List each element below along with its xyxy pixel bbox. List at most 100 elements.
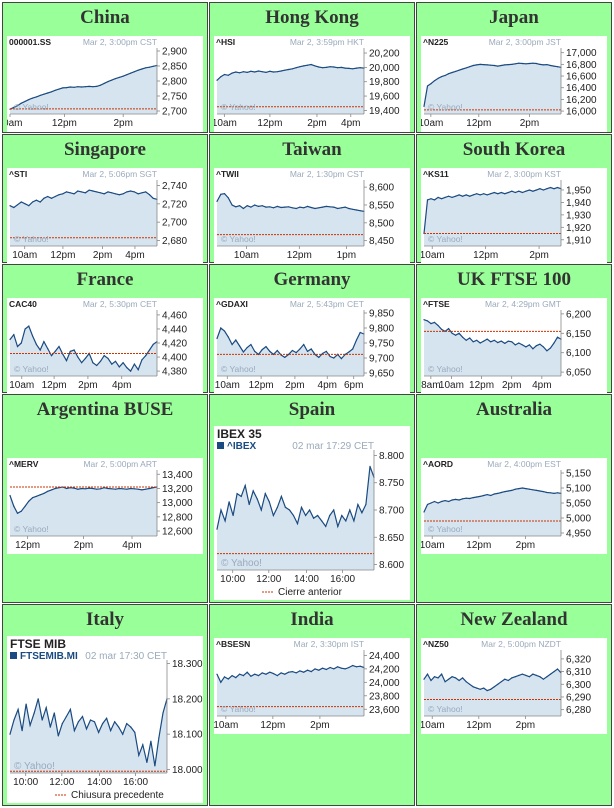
chart-panel[interactable]: CAC40 Mar 2, 5:30pm CET 4,380 4,400 4,420 4,4…: [7, 298, 203, 394]
market-cell: UK FTSE 100 ^FTSE Mar 2, 4:29pm GMT 6,050 6,…: [416, 264, 612, 394]
x-tick-label: 2pm: [520, 118, 539, 129]
chart-panel[interactable]: ^N225 Mar 2, 3:00pm JST 16,000 16,200 16,400…: [418, 36, 607, 132]
y-tick-label: 24,000: [369, 678, 400, 689]
y-tick-label: 19,800: [369, 77, 400, 88]
chart-symbol: ^STI: [9, 169, 27, 179]
index-chart: ^AORD Mar 2, 4:00pm EST 4,950 5,000 5,050 5,1…: [420, 459, 592, 551]
price-area: [424, 63, 561, 114]
chart-panel[interactable]: 000001.SS Mar 2, 3:00pm CST 2,700 2,750 2,80…: [0, 36, 203, 132]
index-chart: ^HSI Mar 2, 3:59pm HKT 19,400 19,600 19,800 2…: [212, 37, 400, 129]
market-title: Spain: [288, 399, 336, 420]
y-tick-label: 9,850: [369, 309, 394, 320]
y-tick-label: 23,600: [369, 705, 400, 716]
x-tick-label: 4pm: [341, 118, 360, 129]
market-title: Argentina BUSE: [36, 399, 174, 420]
x-tick-label: 2pm: [529, 250, 548, 261]
chart-panel[interactable]: ^MERV Mar 2, 5:00pm ART 12,600 12,800 13,000…: [7, 458, 203, 554]
chart-panel[interactable]: ^GDAXI Mar 2, 5:43pm CET 9,650 9,700 9,750 9,…: [214, 298, 410, 394]
market-cell: Singapore ^STI Mar 2, 5:06pm SGT 2,680 2,700…: [2, 134, 208, 264]
index-chart: ^FTSE Mar 2, 4:29pm GMT 6,050 6,100 6,150 6,2…: [421, 299, 591, 391]
chart-symbol: ^NZ50: [423, 639, 449, 649]
chart-panel[interactable]: ^FTSE Mar 2, 4:29pm GMT 6,050 6,100 6,150 6,2…: [421, 298, 607, 394]
market-cell: New Zealand ^NZ50 Mar 2, 5:00pm NZDT 6,280 6…: [416, 604, 612, 806]
market-title: Australia: [476, 399, 552, 420]
price-line: [423, 319, 562, 352]
price-area: [217, 466, 374, 570]
x-tick-label: 12pm: [466, 118, 491, 129]
market-title: Singapore: [63, 139, 146, 160]
x-tick-label: 2pm: [78, 380, 97, 391]
x-tick-label: 16:00: [123, 777, 148, 788]
price-line: [423, 487, 562, 513]
x-tick-label: 1pm: [337, 250, 356, 261]
market-title: Italy: [86, 609, 124, 630]
chart-timestamp: 02 mar 17:29 CET: [292, 441, 374, 452]
chart-symbol: ^GDAXI: [216, 299, 248, 309]
x-tick-label: 10am: [9, 380, 34, 391]
x-tick-label: 12pm: [15, 540, 40, 551]
chart-timestamp: Mar 2, 5:00pm NZDT: [481, 639, 561, 649]
y-tick-label: 2,850: [162, 62, 187, 73]
chart-symbol: ^FTSE: [423, 299, 450, 309]
chart-panel[interactable]: ^BSESN Mar 2, 3:30pm IST 23,600 23,800 24,00…: [213, 638, 410, 734]
market-cell: Spain IBEX 35 ^IBEX 02 mar 17:29 CET 8.600 8.…: [209, 394, 415, 603]
y-tick-label: 5,050: [566, 499, 591, 510]
y-tick-label: 6,300: [566, 680, 591, 691]
x-tick-label: 10am: [421, 118, 443, 129]
index-chart: ^BSESN Mar 2, 3:30pm IST 23,600 23,800 24,00…: [213, 639, 400, 731]
chart-panel[interactable]: IBEX 35 ^IBEX 02 mar 17:29 CET 8.600 8.650 8.…: [214, 426, 410, 600]
y-tick-label: 12,600: [162, 527, 193, 538]
market-cell: Hong Kong ^HSI Mar 2, 3:59pm HKT 19,400 19,6…: [209, 2, 415, 133]
y-tick-label: 6,100: [566, 348, 591, 359]
x-tick-label: 14:00: [87, 777, 112, 788]
market-title: UK FTSE 100: [456, 269, 572, 290]
chart-timestamp: Mar 2, 3:30pm IST: [294, 639, 364, 649]
y-tick-label: 8,600: [369, 183, 394, 194]
chart-series-label: ^IBEX: [227, 441, 257, 452]
y-tick-label: 8.650: [379, 533, 404, 544]
yahoo-credit: © Yahoo!: [428, 364, 463, 374]
market-cell: Germany ^GDAXI Mar 2, 5:43pm CET 9,650 9,700…: [209, 264, 415, 394]
price-line: [216, 327, 365, 360]
y-tick-label: 9,650: [369, 369, 394, 380]
market-title: Japan: [489, 7, 539, 28]
y-tick-label: 1,940: [566, 198, 591, 209]
chart-panel[interactable]: ^NZ50 Mar 2, 5:00pm NZDT 6,280 6,290 6,300 6,…: [420, 638, 607, 734]
y-tick-label: 2,740: [162, 181, 187, 192]
chart-timestamp: Mar 2, 5:30pm CET: [83, 299, 157, 309]
chart-panel[interactable]: ^AORD Mar 2, 4:00pm EST 4,950 5,000 5,050 5,1…: [420, 458, 607, 554]
x-tick-label: 12pm: [469, 380, 494, 391]
yahoo-credit: © Yahoo!: [14, 524, 49, 534]
chart-panel[interactable]: ^TWII Mar 2, 1:30pm CST 8,450 8,500 8,550 8,6…: [214, 168, 410, 264]
chart-symbol: ^MERV: [9, 459, 39, 469]
market-title: Hong Kong: [265, 7, 359, 28]
price-area: [217, 665, 364, 716]
chart-panel[interactable]: ^HSI Mar 2, 3:59pm HKT 19,400 19,600 19,800 2…: [212, 36, 410, 132]
y-tick-label: 6,150: [566, 329, 591, 340]
chart-panel[interactable]: ^KS11 Mar 2, 3:00pm KST 1,910 1,920 1,930 1,9…: [420, 168, 607, 264]
y-tick-label: 13,200: [162, 484, 193, 495]
y-tick-label: 13,000: [162, 498, 193, 509]
x-tick-label: 10am: [421, 540, 445, 551]
y-tick-label: 18.300: [172, 659, 203, 670]
x-tick-label: 6pm: [344, 380, 363, 391]
x-tick-label: 8am: [421, 380, 440, 391]
market-cell: South Korea ^KS11 Mar 2, 3:00pm KST 1,910 1,…: [416, 134, 612, 264]
x-tick-label: 10am: [214, 720, 238, 731]
x-tick-label: 2pm: [93, 250, 112, 261]
chart-panel[interactable]: FTSE MIB FTSEMIB.MI 02 mar 17:30 CET 18.000…: [7, 636, 203, 803]
y-tick-label: 8.700: [379, 506, 404, 517]
y-tick-label: 4,440: [162, 324, 187, 335]
x-tick-label: 10am: [439, 380, 464, 391]
price-area: [10, 326, 157, 376]
y-tick-label: 6,320: [566, 654, 591, 665]
y-tick-label: 9,750: [369, 339, 394, 350]
x-tick-label: 12pm: [466, 720, 491, 731]
chart-panel[interactable]: ^STI Mar 2, 5:06pm SGT 2,680 2,700 2,720 2,74…: [7, 168, 203, 264]
yahoo-credit: © Yahoo!: [14, 761, 55, 772]
y-tick-label: 2,680: [162, 236, 187, 247]
price-area: [10, 190, 157, 246]
y-tick-label: 9,700: [369, 354, 394, 365]
y-tick-label: 20,200: [369, 49, 400, 60]
